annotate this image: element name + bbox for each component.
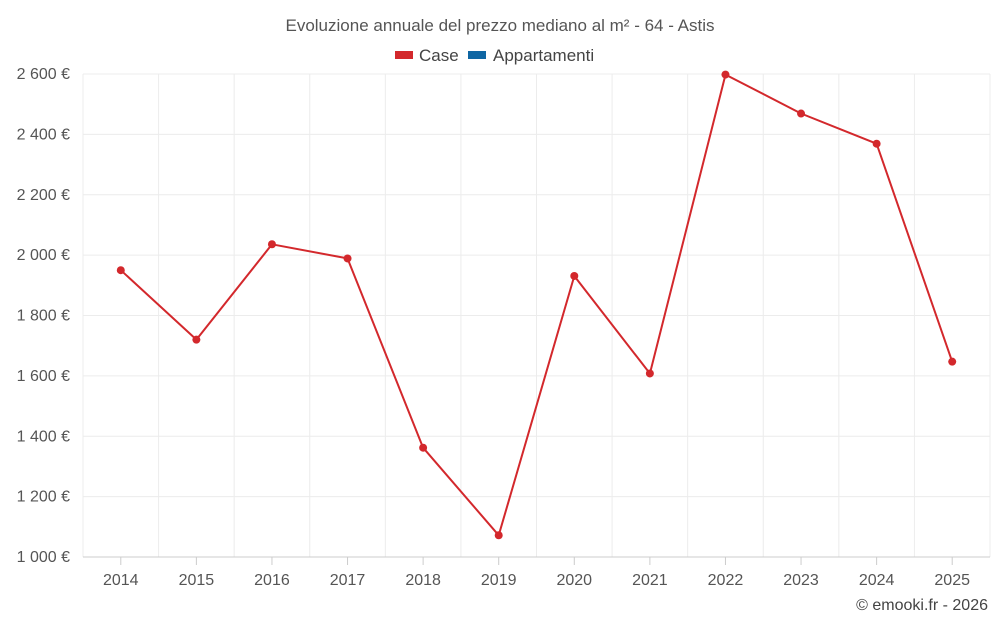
data-point [419, 443, 428, 452]
x-tick-label: 2023 [783, 572, 819, 589]
data-point [267, 240, 276, 249]
data-point [872, 139, 881, 148]
data-point [721, 70, 730, 79]
legend-swatch-case [395, 51, 413, 59]
x-tick-label: 2017 [330, 572, 366, 589]
legend-label-appartamenti: Appartamenti [493, 46, 594, 65]
data-point [570, 271, 579, 280]
data-point [645, 369, 654, 378]
data-point [192, 335, 201, 344]
y-tick-label: 2 600 € [17, 66, 70, 83]
y-tick-label: 1 200 € [17, 489, 70, 506]
x-tick-label: 2015 [179, 572, 215, 589]
data-point [343, 254, 352, 263]
x-tick-label: 2024 [859, 572, 895, 589]
grid [82, 73, 991, 557]
x-tick-label: 2025 [934, 572, 970, 589]
x-tick-label: 2018 [405, 572, 441, 589]
legend-item-appartamenti[interactable]: Appartamenti [468, 46, 594, 65]
x-tick-label: 2022 [708, 572, 744, 589]
legend-label-case: Case [419, 46, 459, 65]
y-tick-label: 1 600 € [17, 368, 70, 385]
data-point [494, 531, 503, 540]
y-tick-label: 2 000 € [17, 247, 70, 264]
data-point [797, 109, 806, 118]
series-line-case [120, 73, 954, 537]
plot-series [116, 70, 957, 540]
chart-title: Evoluzione annuale del prezzo mediano al… [285, 16, 714, 35]
x-tick-label: 2021 [632, 572, 668, 589]
y-axis: 1 000 € 1 200 € 1 400 € 1 600 € 1 800 € 2 000… [17, 66, 70, 566]
legend-item-case[interactable]: Case [395, 46, 459, 65]
y-tick-label: 1 800 € [17, 308, 70, 325]
legend-swatch-appartamenti [468, 51, 486, 59]
x-tick-label: 2019 [481, 572, 517, 589]
y-tick-label: 2 200 € [17, 187, 70, 204]
y-tick-label: 1 400 € [17, 428, 70, 445]
data-point [948, 357, 957, 366]
y-tick-label: 1 000 € [17, 549, 70, 566]
legend: Case Appartamenti [395, 46, 594, 65]
x-tick-label: 2016 [254, 572, 290, 589]
y-tick-label: 2 400 € [17, 126, 70, 143]
x-tick-label: 2014 [103, 572, 139, 589]
x-axis: 2014 2015 2016 2017 2018 2019 2020 2021 2022 2023… [83, 556, 990, 589]
credit-text: © emooki.fr - 2026 [856, 597, 988, 614]
data-point [116, 266, 125, 275]
x-tick-label: 2020 [556, 572, 592, 589]
